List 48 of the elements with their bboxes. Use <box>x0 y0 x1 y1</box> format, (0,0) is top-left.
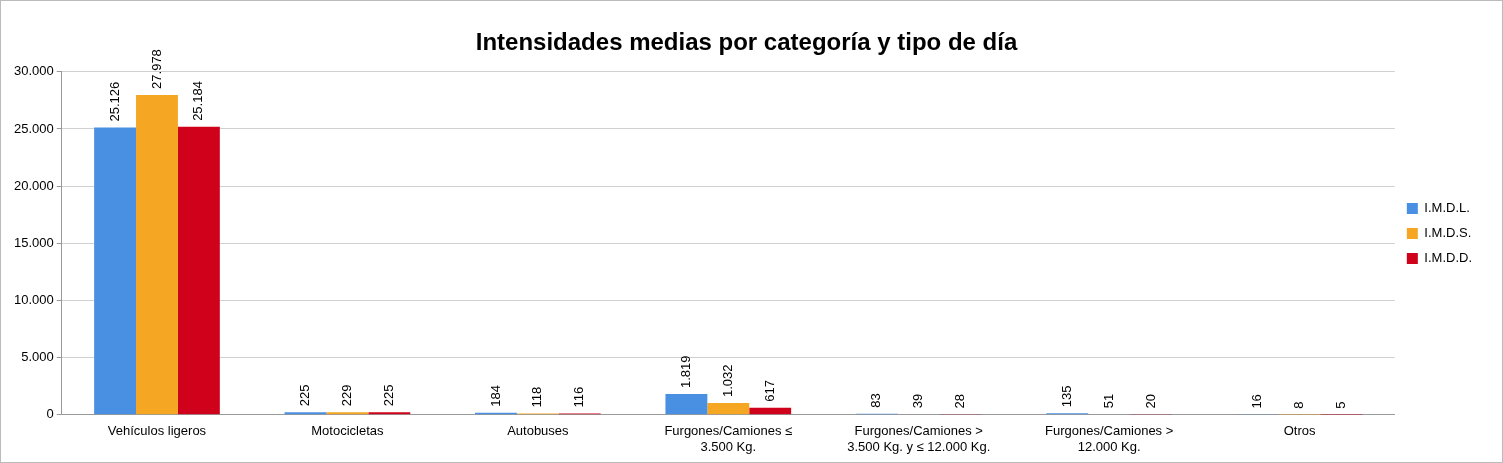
legend-label: I.M.D.S. <box>1424 225 1472 241</box>
data-label: 118 <box>529 386 545 408</box>
y-tick-label: 25.000 <box>14 120 54 136</box>
chart-title: Intensidades medias por categoría y tipo de día <box>475 28 1018 56</box>
legend-label: I.M.D.L. <box>1424 200 1470 216</box>
x-tick-label: Furgones/Camiones ≤ 3.500 Kg. <box>664 423 793 454</box>
data-label: 25.184 <box>190 81 206 121</box>
data-label: 116 <box>571 386 587 408</box>
bar <box>326 412 369 415</box>
y-tick-label: 0 <box>46 406 54 422</box>
y-tick-label: 15.000 <box>14 234 54 250</box>
bar <box>665 394 708 415</box>
data-label: 51 <box>1100 393 1116 409</box>
bar <box>284 412 327 415</box>
data-label: 8 <box>1291 401 1307 409</box>
data-label: 184 <box>487 384 503 407</box>
x-tick-label: Furgones/Camiones > 12.000 Kg. <box>1045 423 1174 454</box>
data-label: 83 <box>868 393 884 408</box>
data-label: 25.126 <box>106 81 122 122</box>
x-tick-label: Otros <box>1283 423 1316 439</box>
data-label: 16 <box>1249 394 1265 409</box>
data-label: 229 <box>339 384 354 407</box>
y-tick-label: 5.000 <box>21 349 54 365</box>
bar <box>368 412 411 415</box>
data-label: 1.032 <box>719 364 735 397</box>
data-label: 135 <box>1058 385 1074 408</box>
y-tick-label: 10.000 <box>14 292 54 308</box>
data-label: 617 <box>761 380 777 402</box>
data-label: 5 <box>1333 401 1349 409</box>
data-label: 20 <box>1142 394 1158 409</box>
data-label: 225 <box>380 384 396 407</box>
data-label: 27.978 <box>148 49 164 89</box>
y-tick-label: 20.000 <box>14 177 54 193</box>
bar <box>94 127 137 415</box>
bar <box>749 407 792 415</box>
y-tick-label: 30.000 <box>14 63 54 79</box>
bar <box>707 403 750 415</box>
x-tick-label: Vehículos ligeros <box>107 423 207 439</box>
legend-label: I.M.D.D. <box>1424 250 1473 266</box>
bar <box>136 94 178 415</box>
x-tick-label: Furgones/Camiones > 3.500 Kg. y ≤ 12.000 Kg. <box>847 423 991 454</box>
x-tick-label: Motocicletas <box>311 423 385 439</box>
data-label: 28 <box>952 394 968 409</box>
data-label: 225 <box>297 384 313 407</box>
data-label: 39 <box>910 393 926 409</box>
bar <box>177 126 220 415</box>
data-label: 1.819 <box>677 355 693 388</box>
x-tick-label: Autobuses <box>507 423 570 439</box>
